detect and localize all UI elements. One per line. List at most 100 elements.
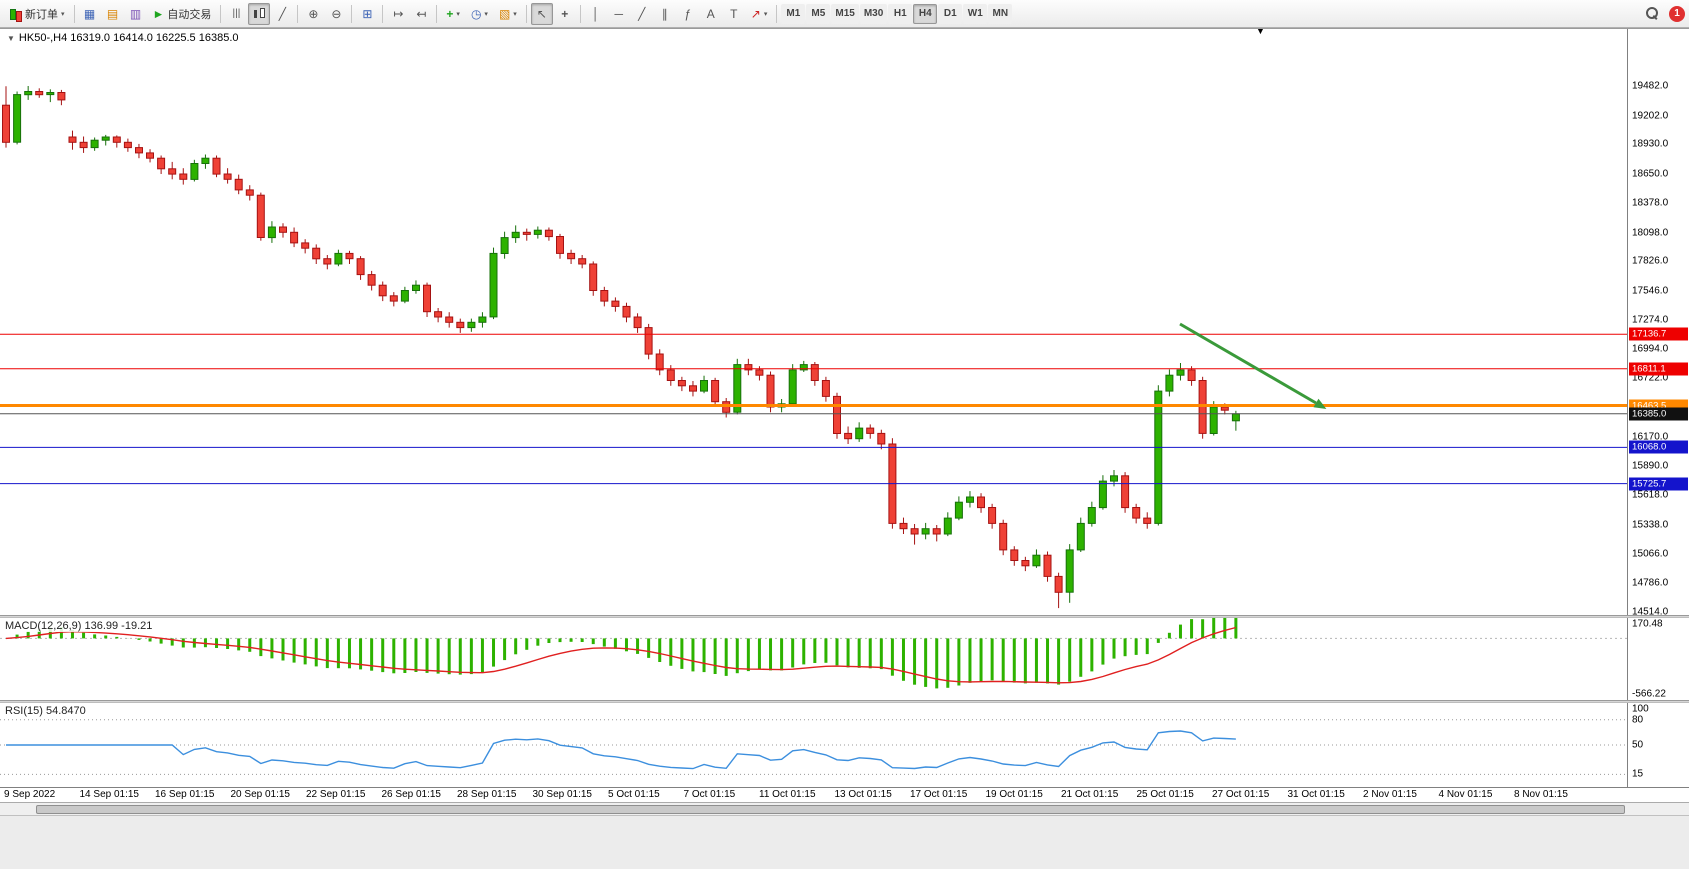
tile-windows-icon: ⊞ bbox=[362, 6, 373, 21]
candle-body bbox=[157, 157, 166, 170]
candle-body bbox=[866, 427, 875, 434]
candle-body bbox=[68, 136, 77, 143]
timeframe-button-h4[interactable]: H4 bbox=[913, 3, 938, 24]
line-chart-button[interactable]: ╱ bbox=[271, 3, 293, 25]
rsi-plot[interactable]: RSI(15) 54.8470 bbox=[0, 703, 1627, 787]
candle-body bbox=[434, 311, 443, 318]
zoom-in-icon: ⊕ bbox=[308, 6, 319, 21]
candle-body bbox=[190, 163, 199, 180]
candle-body bbox=[611, 300, 620, 307]
fibonacci-button[interactable]: ƒ bbox=[677, 3, 699, 25]
time-axis[interactable]: 9 Sep 2022 14 Sep 01:15 16 Sep 01:15 20 Sep… bbox=[0, 787, 1689, 802]
toolbar-separator bbox=[351, 4, 353, 23]
toolbar-separator bbox=[776, 4, 778, 23]
candle-body bbox=[24, 91, 33, 96]
toolbar-separator bbox=[436, 4, 438, 23]
text-button[interactable]: A bbox=[700, 3, 722, 25]
candle-body bbox=[1143, 517, 1152, 524]
macd-chart bbox=[0, 618, 1627, 689]
arrows-button[interactable]: ↗ ▾ bbox=[746, 3, 773, 25]
candle-body bbox=[821, 380, 830, 397]
macd-axis[interactable]: 170.48 -566.22 bbox=[1627, 618, 1689, 700]
candle-body bbox=[833, 395, 841, 434]
crosshair-button[interactable]: + bbox=[554, 3, 576, 25]
price-axis-label: 19482.0 bbox=[1632, 80, 1669, 92]
channel-button[interactable]: ∥ bbox=[654, 3, 676, 25]
timeframe-button-mn[interactable]: MN bbox=[988, 3, 1013, 24]
panel-splitter[interactable] bbox=[0, 615, 1689, 618]
profiles-icon: ▤ bbox=[106, 6, 119, 21]
trend-arrow[interactable] bbox=[1179, 322, 1317, 405]
candle-body bbox=[1154, 390, 1163, 524]
candle-body bbox=[910, 528, 919, 535]
timeframe-button-w1[interactable]: W1 bbox=[963, 3, 988, 24]
candle-body bbox=[810, 364, 819, 382]
panel-splitter[interactable] bbox=[0, 700, 1689, 703]
candle-body bbox=[589, 263, 598, 291]
candle-body bbox=[1165, 374, 1174, 392]
scrollbar-handle[interactable] bbox=[36, 805, 1625, 814]
cursor-button[interactable]: ↖ bbox=[530, 2, 553, 25]
candle-body bbox=[279, 226, 287, 233]
candlestick-chart[interactable] bbox=[0, 29, 1627, 615]
data-window-button[interactable]: ▥ bbox=[125, 3, 147, 25]
candle-body bbox=[977, 496, 985, 509]
text-label-icon: T bbox=[730, 6, 738, 21]
trendline-button[interactable]: ╱ bbox=[631, 3, 653, 25]
toolbar-separator bbox=[382, 4, 384, 23]
candlestick-chart-button[interactable] bbox=[248, 2, 271, 25]
candle-body bbox=[788, 369, 797, 405]
zoom-out-button[interactable]: ⊖ bbox=[325, 3, 347, 25]
bar-chart-button[interactable]: ||| bbox=[225, 3, 247, 25]
candle-body bbox=[988, 507, 997, 524]
price-axis[interactable]: 19482.0 19202.0 18930.0 18650.0 18378.0 18098… bbox=[1627, 29, 1689, 617]
price-badge: 16385.0 bbox=[1629, 407, 1688, 421]
chart-shift-icon: ↤ bbox=[416, 6, 427, 21]
auto-trading-button[interactable]: ► 自动交易 bbox=[148, 3, 217, 25]
auto-scroll-button[interactable]: ↦ bbox=[387, 3, 409, 25]
price-axis-label: 18378.0 bbox=[1632, 197, 1669, 209]
timeframe-button-m15[interactable]: M15 bbox=[831, 3, 859, 24]
toolbar-separator bbox=[297, 4, 299, 23]
horizontal-line-button[interactable]: ─ bbox=[608, 3, 630, 25]
time-axis-label: 30 Sep 01:15 bbox=[532, 789, 593, 800]
zoom-in-button[interactable]: ⊕ bbox=[302, 3, 324, 25]
chart-window-button[interactable]: ▦ bbox=[79, 3, 101, 25]
toolbar-separator bbox=[525, 4, 527, 23]
chevron-down-icon: ▾ bbox=[456, 10, 460, 18]
tile-windows-button[interactable]: ⊞ bbox=[356, 3, 378, 25]
vertical-line-button[interactable]: │ bbox=[585, 3, 607, 25]
chart-shift-button[interactable]: ↤ bbox=[410, 3, 432, 25]
timeframe-button-m30[interactable]: M30 bbox=[859, 3, 888, 24]
time-axis-label: 20 Sep 01:15 bbox=[230, 789, 291, 800]
candle-body bbox=[644, 327, 653, 355]
candle-body bbox=[423, 284, 431, 313]
candle-body bbox=[677, 380, 686, 387]
candle-body bbox=[899, 522, 908, 530]
timeframe-button-h1[interactable]: H1 bbox=[888, 3, 913, 24]
candle-body bbox=[1110, 475, 1118, 482]
profiles-button[interactable]: ▤ bbox=[102, 3, 124, 25]
candle-body bbox=[578, 258, 587, 265]
template-icon: ▧ bbox=[498, 6, 511, 21]
new-order-button[interactable]: 新订单 ▾ bbox=[4, 3, 70, 25]
data-window-icon: ▥ bbox=[129, 6, 142, 21]
candle-body bbox=[57, 92, 66, 101]
timeframe-button-d1[interactable]: D1 bbox=[938, 3, 963, 24]
chart-menu-caret-icon[interactable]: ▼ bbox=[7, 33, 15, 43]
timeframe-button-m1[interactable]: M1 bbox=[781, 3, 806, 24]
time-axis-label: 2 Nov 01:15 bbox=[1363, 789, 1417, 800]
auto-trading-play-icon: ► bbox=[152, 6, 165, 21]
periods-button[interactable]: ◷ ▾ bbox=[466, 3, 493, 25]
time-axis-label: 7 Oct 01:15 bbox=[683, 789, 736, 800]
macd-plot[interactable]: MACD(12,26,9) 136.99 -19.21 bbox=[0, 618, 1627, 700]
templates-button[interactable]: ▧ ▾ bbox=[494, 3, 522, 25]
text-label-button[interactable]: T bbox=[723, 3, 745, 25]
chart-plot[interactable]: ▼ HK50-,H4 16319.0 16414.0 16225.5 16385… bbox=[0, 29, 1627, 615]
search-button[interactable] bbox=[1641, 3, 1664, 25]
horizontal-scrollbar[interactable] bbox=[0, 802, 1689, 815]
rsi-axis[interactable]: 100 80 50 15 bbox=[1627, 703, 1689, 787]
notification-badge[interactable]: 1 bbox=[1669, 5, 1685, 22]
indicators-button[interactable]: + ▾ bbox=[441, 3, 465, 25]
timeframe-button-m5[interactable]: M5 bbox=[806, 3, 831, 24]
